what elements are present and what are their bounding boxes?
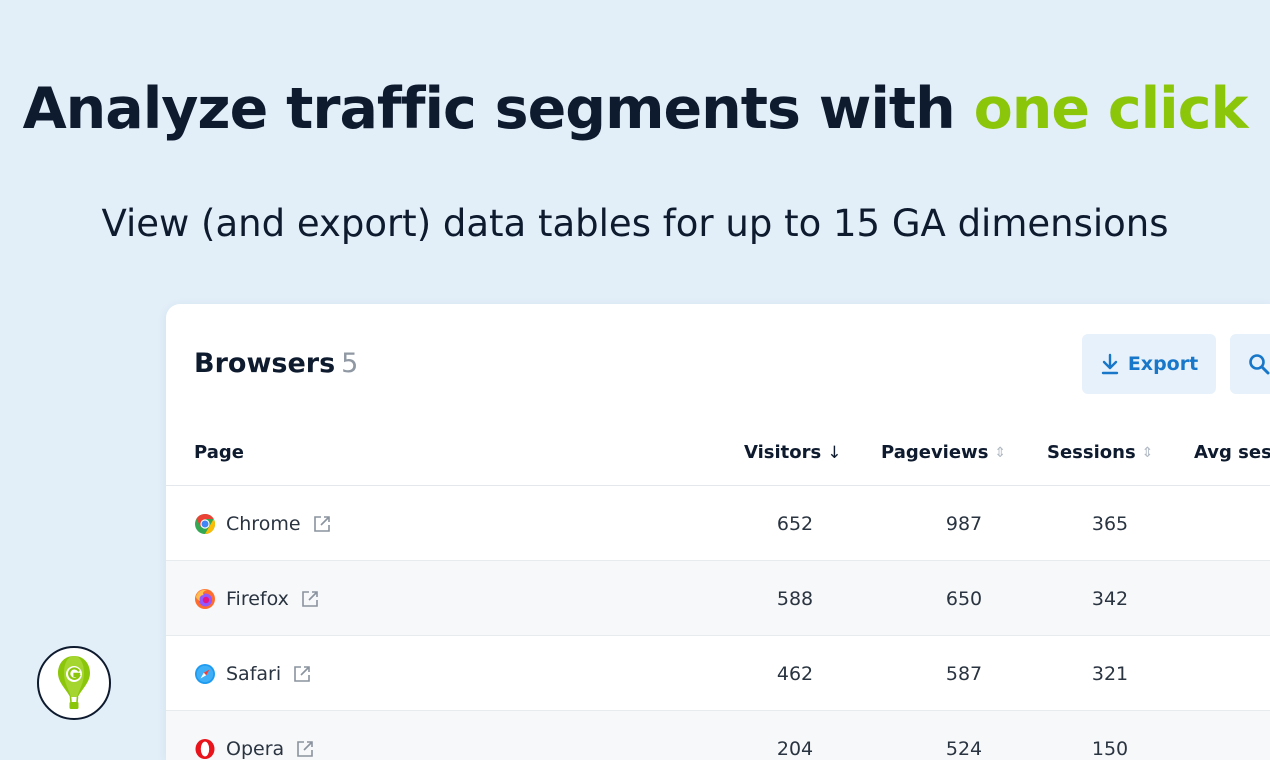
export-label: Export bbox=[1127, 353, 1199, 375]
opera-icon bbox=[195, 738, 215, 759]
column-label: Avg sess bbox=[1194, 442, 1270, 463]
column-label: Sessions bbox=[1047, 442, 1136, 463]
column-header-visitors[interactable]: Visitors ↓ bbox=[744, 442, 841, 463]
browser-name: Opera bbox=[226, 737, 285, 760]
headline-main: Analyze traffic segments with bbox=[22, 76, 956, 142]
headline-accent: one click bbox=[973, 76, 1249, 142]
external-link-icon[interactable] bbox=[301, 590, 319, 608]
page-cell: Opera bbox=[194, 711, 314, 760]
subheadline: View (and export) data tables for up to … bbox=[101, 202, 1169, 245]
card-title: Browsers 5 bbox=[194, 348, 358, 379]
page-cell: Firefox bbox=[194, 561, 319, 636]
column-header-avg-session[interactable]: Avg sess bbox=[1194, 442, 1270, 463]
page-cell: Chrome bbox=[194, 486, 331, 561]
visitors-cell: 588 bbox=[776, 587, 814, 610]
table-row[interactable]: Safari 462 587 321 bbox=[166, 636, 1270, 711]
page-cell: Safari bbox=[194, 636, 311, 711]
pageviews-cell: 524 bbox=[945, 737, 983, 760]
browsers-table-card: Browsers 5 Export Page Visitors ↓ Pagevie… bbox=[166, 304, 1270, 760]
column-label: Visitors bbox=[744, 442, 822, 463]
column-label: Pageviews bbox=[881, 442, 989, 463]
table-row[interactable]: Firefox 588 650 342 bbox=[166, 561, 1270, 636]
column-label: Page bbox=[194, 442, 244, 463]
sort-toggle-icon: ⇕ bbox=[994, 444, 1007, 461]
browser-name: Chrome bbox=[226, 512, 301, 535]
column-header-page[interactable]: Page bbox=[194, 442, 244, 463]
chrome-icon bbox=[195, 513, 215, 534]
download-icon bbox=[1101, 353, 1119, 375]
sessions-cell: 321 bbox=[1091, 662, 1129, 685]
external-link-icon[interactable] bbox=[293, 665, 311, 683]
table-body: Chrome 652 987 365 Firefox bbox=[166, 486, 1270, 760]
safari-icon bbox=[195, 663, 215, 684]
sessions-cell: 342 bbox=[1091, 587, 1129, 610]
headline: Analyze traffic segments with one click bbox=[0, 76, 1270, 142]
card-title-text: Browsers bbox=[194, 348, 336, 379]
browser-name: Safari bbox=[226, 662, 282, 685]
table-row[interactable]: Opera 204 524 150 bbox=[166, 711, 1270, 760]
hot-air-balloon-icon bbox=[58, 656, 90, 709]
browser-name: Firefox bbox=[226, 587, 289, 610]
sort-toggle-icon: ⇕ bbox=[1141, 444, 1154, 461]
sort-descending-icon: ↓ bbox=[827, 442, 842, 463]
table-header: Page Visitors ↓ Pageviews ⇕ Sessions ⇕ A… bbox=[166, 422, 1270, 486]
search-icon bbox=[1249, 354, 1270, 375]
pageviews-cell: 650 bbox=[945, 587, 983, 610]
visitors-cell: 652 bbox=[776, 512, 814, 535]
visitors-cell: 204 bbox=[776, 737, 814, 760]
pageviews-cell: 987 bbox=[945, 512, 983, 535]
table-row[interactable]: Chrome 652 987 365 bbox=[166, 486, 1270, 561]
sessions-cell: 150 bbox=[1091, 737, 1129, 760]
visitors-cell: 462 bbox=[776, 662, 814, 685]
search-button[interactable] bbox=[1230, 334, 1270, 394]
column-header-pageviews[interactable]: Pageviews ⇕ bbox=[881, 442, 1006, 463]
brand-logo bbox=[37, 646, 111, 720]
column-header-sessions[interactable]: Sessions ⇕ bbox=[1047, 442, 1153, 463]
external-link-icon[interactable] bbox=[313, 515, 331, 533]
pageviews-cell: 587 bbox=[945, 662, 983, 685]
export-button[interactable]: Export bbox=[1082, 334, 1216, 394]
row-count-badge: 5 bbox=[341, 348, 359, 379]
firefox-icon bbox=[195, 588, 215, 609]
sessions-cell: 365 bbox=[1091, 512, 1129, 535]
external-link-icon[interactable] bbox=[296, 740, 314, 758]
